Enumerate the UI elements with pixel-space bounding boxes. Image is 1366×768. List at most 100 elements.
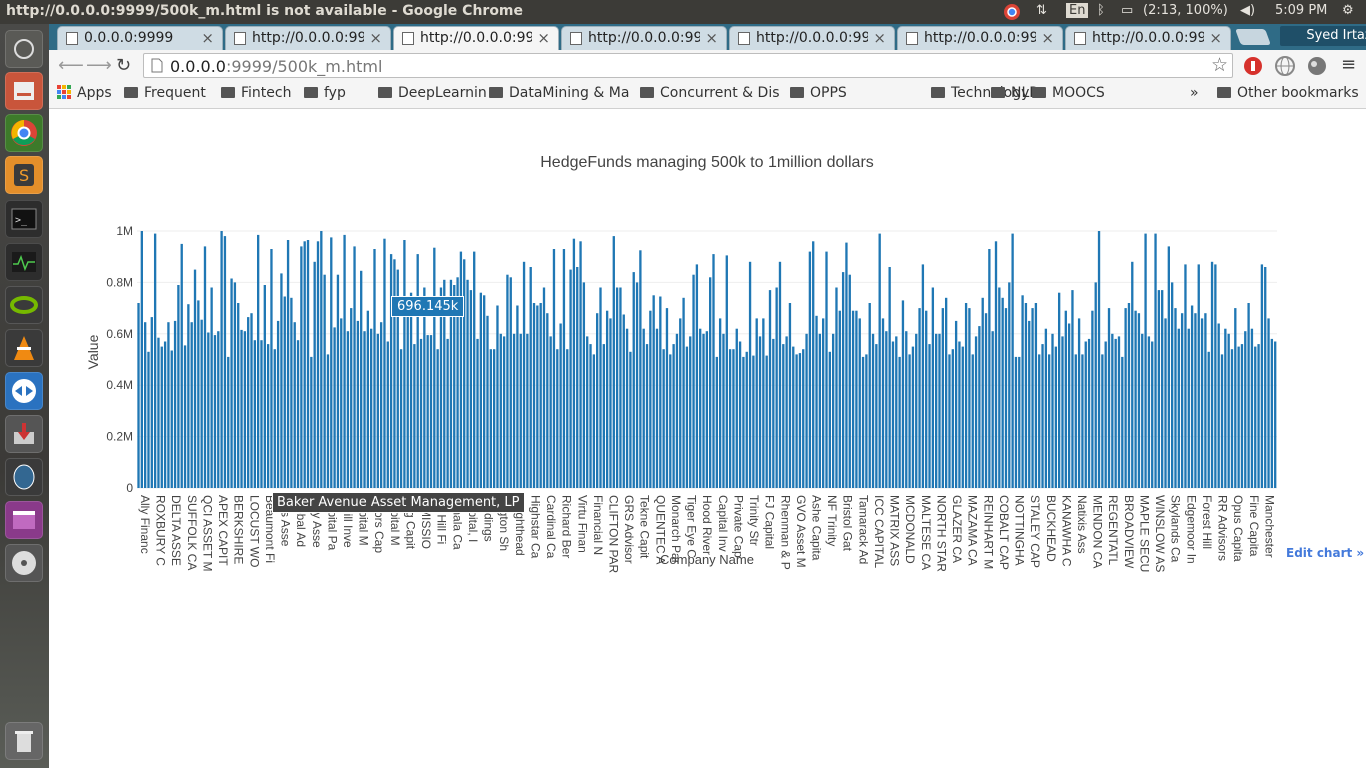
bookmark-folder[interactable]: Concurrent & Dis [640, 85, 780, 101]
bar [207, 332, 210, 488]
bookmark-folder[interactable]: fyp [304, 85, 346, 101]
bar [785, 336, 788, 488]
chrome-indicator-icon[interactable] [1003, 3, 1021, 25]
close-tab-icon[interactable]: × [873, 29, 886, 47]
bar [326, 354, 330, 488]
terminal-icon[interactable]: >_ [5, 200, 43, 238]
nvidia-icon[interactable] [5, 286, 43, 324]
battery-status[interactable]: (2:13, 100%) [1143, 3, 1228, 18]
bookmark-folder[interactable]: MOOCS [1032, 85, 1105, 101]
system-monitor-icon[interactable] [5, 243, 43, 281]
sublime-icon[interactable]: S [5, 156, 43, 194]
tab-6[interactable]: http://0.0.0.0:99 × [897, 26, 1063, 50]
bar-chart[interactable]: HedgeFunds managing 500k to 1million dol… [49, 109, 1366, 589]
tab-4[interactable]: http://0.0.0.0:99 × [561, 26, 727, 50]
x-tick-label: Tiger Eye C [685, 495, 699, 558]
bar [838, 310, 841, 488]
close-tab-icon[interactable]: × [201, 29, 214, 47]
volume-icon[interactable]: ◀) [1240, 3, 1256, 18]
apps-shortcut[interactable]: Apps [57, 85, 112, 101]
bookmark-folder[interactable]: DataMining & Ma [489, 85, 629, 101]
bar [492, 349, 496, 488]
bar [735, 328, 738, 488]
page-icon [151, 58, 163, 73]
bar [682, 297, 685, 488]
workspace-icon[interactable] [5, 501, 43, 539]
back-icon[interactable]: ⟵ [58, 55, 84, 76]
bar [1124, 308, 1127, 488]
adblock-extension-icon[interactable] [1243, 56, 1263, 76]
bar [865, 354, 868, 488]
bookmark-folder[interactable]: Fintech [221, 85, 291, 101]
x-tick-label: DELTA ASSE [169, 495, 183, 566]
trash-icon[interactable] [5, 722, 43, 760]
installer-icon[interactable] [5, 415, 43, 453]
bar [532, 303, 536, 488]
reload-icon[interactable]: ↻ [116, 55, 132, 76]
address-bar[interactable]: 0.0.0.0:9999/500k_m.html ☆ [143, 53, 1233, 78]
clock[interactable]: 5:09 PM [1275, 3, 1328, 18]
bar [160, 346, 163, 488]
bar [582, 282, 586, 488]
bar [137, 303, 140, 488]
other-bookmarks[interactable]: Other bookmarks [1217, 85, 1359, 101]
bookmark-star-icon[interactable]: ☆ [1210, 54, 1228, 76]
dash-icon[interactable] [5, 30, 43, 68]
bar [875, 344, 878, 488]
bar [476, 338, 479, 488]
tab-1[interactable]: 0.0.0.0:9999 × [57, 26, 223, 50]
forward-icon[interactable]: ⟶ [86, 55, 112, 76]
bar [576, 267, 579, 488]
bookmark-folder[interactable]: OPPS [790, 85, 847, 101]
tab-7[interactable]: http://0.0.0.0:99 × [1065, 26, 1231, 50]
postgres-icon[interactable] [5, 458, 43, 496]
close-tab-icon[interactable]: × [705, 29, 718, 47]
files-icon[interactable] [5, 72, 43, 110]
bar [798, 353, 802, 488]
bookmark-folder[interactable]: Technology [931, 85, 1029, 101]
globe-extension-icon[interactable] [1275, 56, 1295, 76]
x-tick-label: NORTH STAR [934, 495, 948, 572]
bluetooth-icon[interactable]: ᛒ [1097, 3, 1105, 18]
settings-gear-icon[interactable]: ⚙ [1342, 3, 1354, 18]
bar [220, 231, 223, 488]
new-tab-button[interactable] [1235, 29, 1271, 45]
chrome-icon[interactable] [5, 114, 43, 152]
tab-label: http://0.0.0.0:99 [1092, 30, 1204, 46]
close-tab-icon[interactable]: × [1041, 29, 1054, 47]
x-tick-label: MAZAMA CA [966, 495, 980, 566]
page-favicon-icon [738, 32, 750, 45]
edit-chart-link[interactable]: Edit chart » [1286, 546, 1365, 560]
extension-icon[interactable] [1307, 56, 1327, 76]
close-tab-icon[interactable]: × [537, 29, 550, 47]
bookmark-folder[interactable]: Frequent [124, 85, 206, 101]
tab-2[interactable]: http://0.0.0.0:99 × [225, 26, 391, 50]
x-tick-label: Forest Hill [1200, 495, 1214, 549]
bar [762, 318, 765, 488]
bar [961, 346, 964, 488]
close-tab-icon[interactable]: × [369, 29, 382, 47]
y-tick-label: 1M [116, 224, 133, 238]
bar [758, 336, 762, 488]
bar [891, 341, 895, 488]
network-icon[interactable]: ⇅ [1036, 3, 1047, 18]
vlc-icon[interactable] [5, 329, 43, 367]
bookmark-folder[interactable]: NLP [991, 85, 1038, 101]
battery-icon[interactable]: ▭ [1121, 3, 1134, 18]
menu-icon[interactable]: ≡ [1341, 54, 1357, 75]
tab-5[interactable]: http://0.0.0.0:99 × [729, 26, 895, 50]
profile-button[interactable]: Syed Irtaza [1280, 26, 1366, 46]
tab-3[interactable]: http://0.0.0.0:99 × [393, 26, 559, 51]
bar [237, 303, 240, 488]
teamviewer-icon[interactable] [5, 372, 43, 410]
language-indicator[interactable]: En [1066, 3, 1089, 18]
url-text[interactable]: 0.0.0.0:9999/500k_m.html [170, 57, 383, 76]
bar [742, 356, 745, 488]
close-tab-icon[interactable]: × [1209, 29, 1222, 47]
bar [370, 328, 373, 488]
dvd-icon[interactable] [5, 544, 43, 582]
bookmarks-overflow-button[interactable]: » [1190, 85, 1199, 101]
bar [173, 320, 177, 488]
bookmark-folder[interactable]: DeepLearning [378, 85, 486, 101]
bar [456, 277, 459, 488]
